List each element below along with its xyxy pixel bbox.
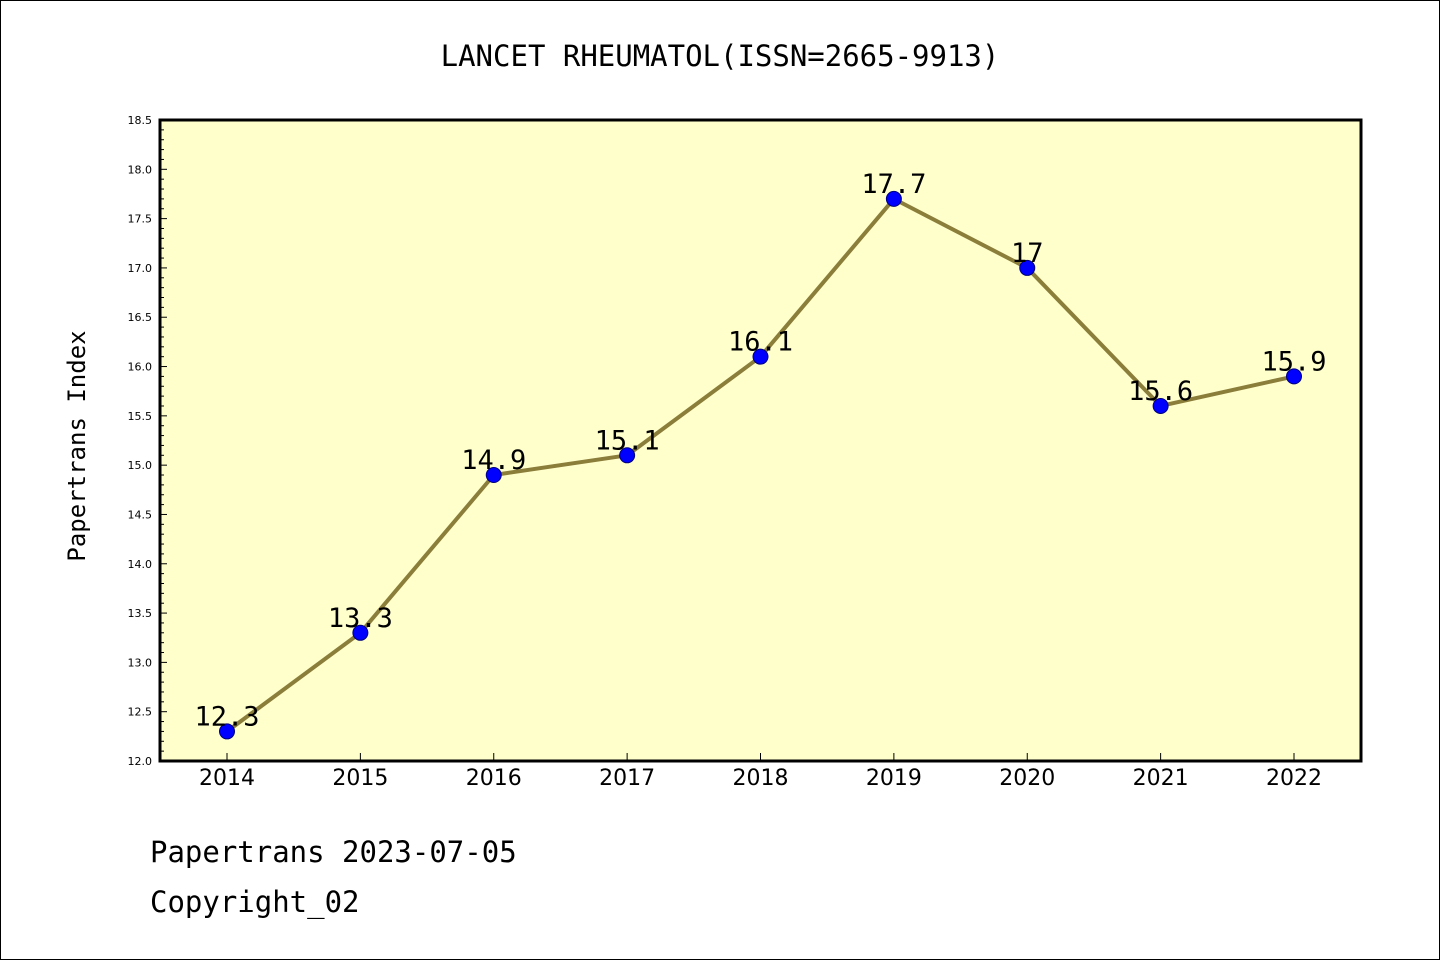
x-tick-label: 2022 [1266,766,1322,791]
y-tick-label: 15.0 [128,459,153,472]
y-tick-label: 14.0 [128,558,153,571]
data-label: 13.3 [328,603,393,634]
data-point [1286,368,1302,385]
x-tick-label: 2016 [466,766,522,791]
x-tick-label: 2015 [332,766,388,791]
data-label: 17 [1011,238,1044,269]
y-axis-label: Papertrans Index [63,330,91,561]
x-tick-label: 2021 [1133,766,1189,791]
y-tick-label: 14.5 [128,508,153,521]
data-labels: 12.3 13.3 14.9 15.1 16.1 17.7 17 15.6 15.9 [194,169,1326,733]
data-label: 15.9 [1261,346,1326,377]
x-axis-ticks: 2014 2015 2016 2017 2018 2019 2020 2021 2022 [199,753,1322,791]
y-tick-label: 16.5 [128,311,153,324]
x-tick-label: 2018 [733,766,789,791]
y-tick-label: 17.0 [128,262,153,275]
x-tick-label: 2014 [199,766,255,791]
data-label: 15.6 [1128,376,1193,407]
footer-date-line: Papertrans 2023-07-05 [150,835,517,869]
data-label: 16.1 [728,327,793,358]
data-point [885,190,902,207]
series-group [219,190,1302,740]
data-point [485,467,502,484]
data-label: 14.9 [461,445,526,476]
chart-title: LANCET RHEUMATOL(ISSN=2665-9913) [441,39,1000,73]
data-point [752,348,769,365]
y-tick-label: 15.5 [128,410,153,423]
y-tick-label: 13.5 [128,607,153,620]
y-tick-label: 18.5 [128,114,153,127]
plot-area [158,118,1363,763]
data-label: 15.1 [595,425,660,456]
data-label: 12.3 [194,701,259,732]
data-point [1152,397,1169,414]
y-tick-label: 13.0 [128,656,153,669]
x-tick-label: 2019 [866,766,922,791]
data-point [1019,259,1036,276]
data-point [352,624,369,641]
y-tick-label: 17.5 [128,213,153,226]
data-point [219,723,235,740]
data-point [619,447,636,464]
footer-copyright-line: Copyright_02 [150,885,360,919]
data-label: 17.7 [861,169,926,200]
x-tick-label: 2020 [999,766,1055,791]
y-axis-ticks: 12.0 12.5 13.0 13.5 14.0 14.5 15.0 15.5 16.0 16.5… [128,114,167,768]
x-tick-label: 2017 [599,766,655,791]
y-tick-label: 12.0 [128,755,153,768]
y-tick-label: 12.5 [128,706,153,719]
y-tick-label: 16.0 [128,361,153,374]
y-tick-label: 18.0 [128,163,153,176]
